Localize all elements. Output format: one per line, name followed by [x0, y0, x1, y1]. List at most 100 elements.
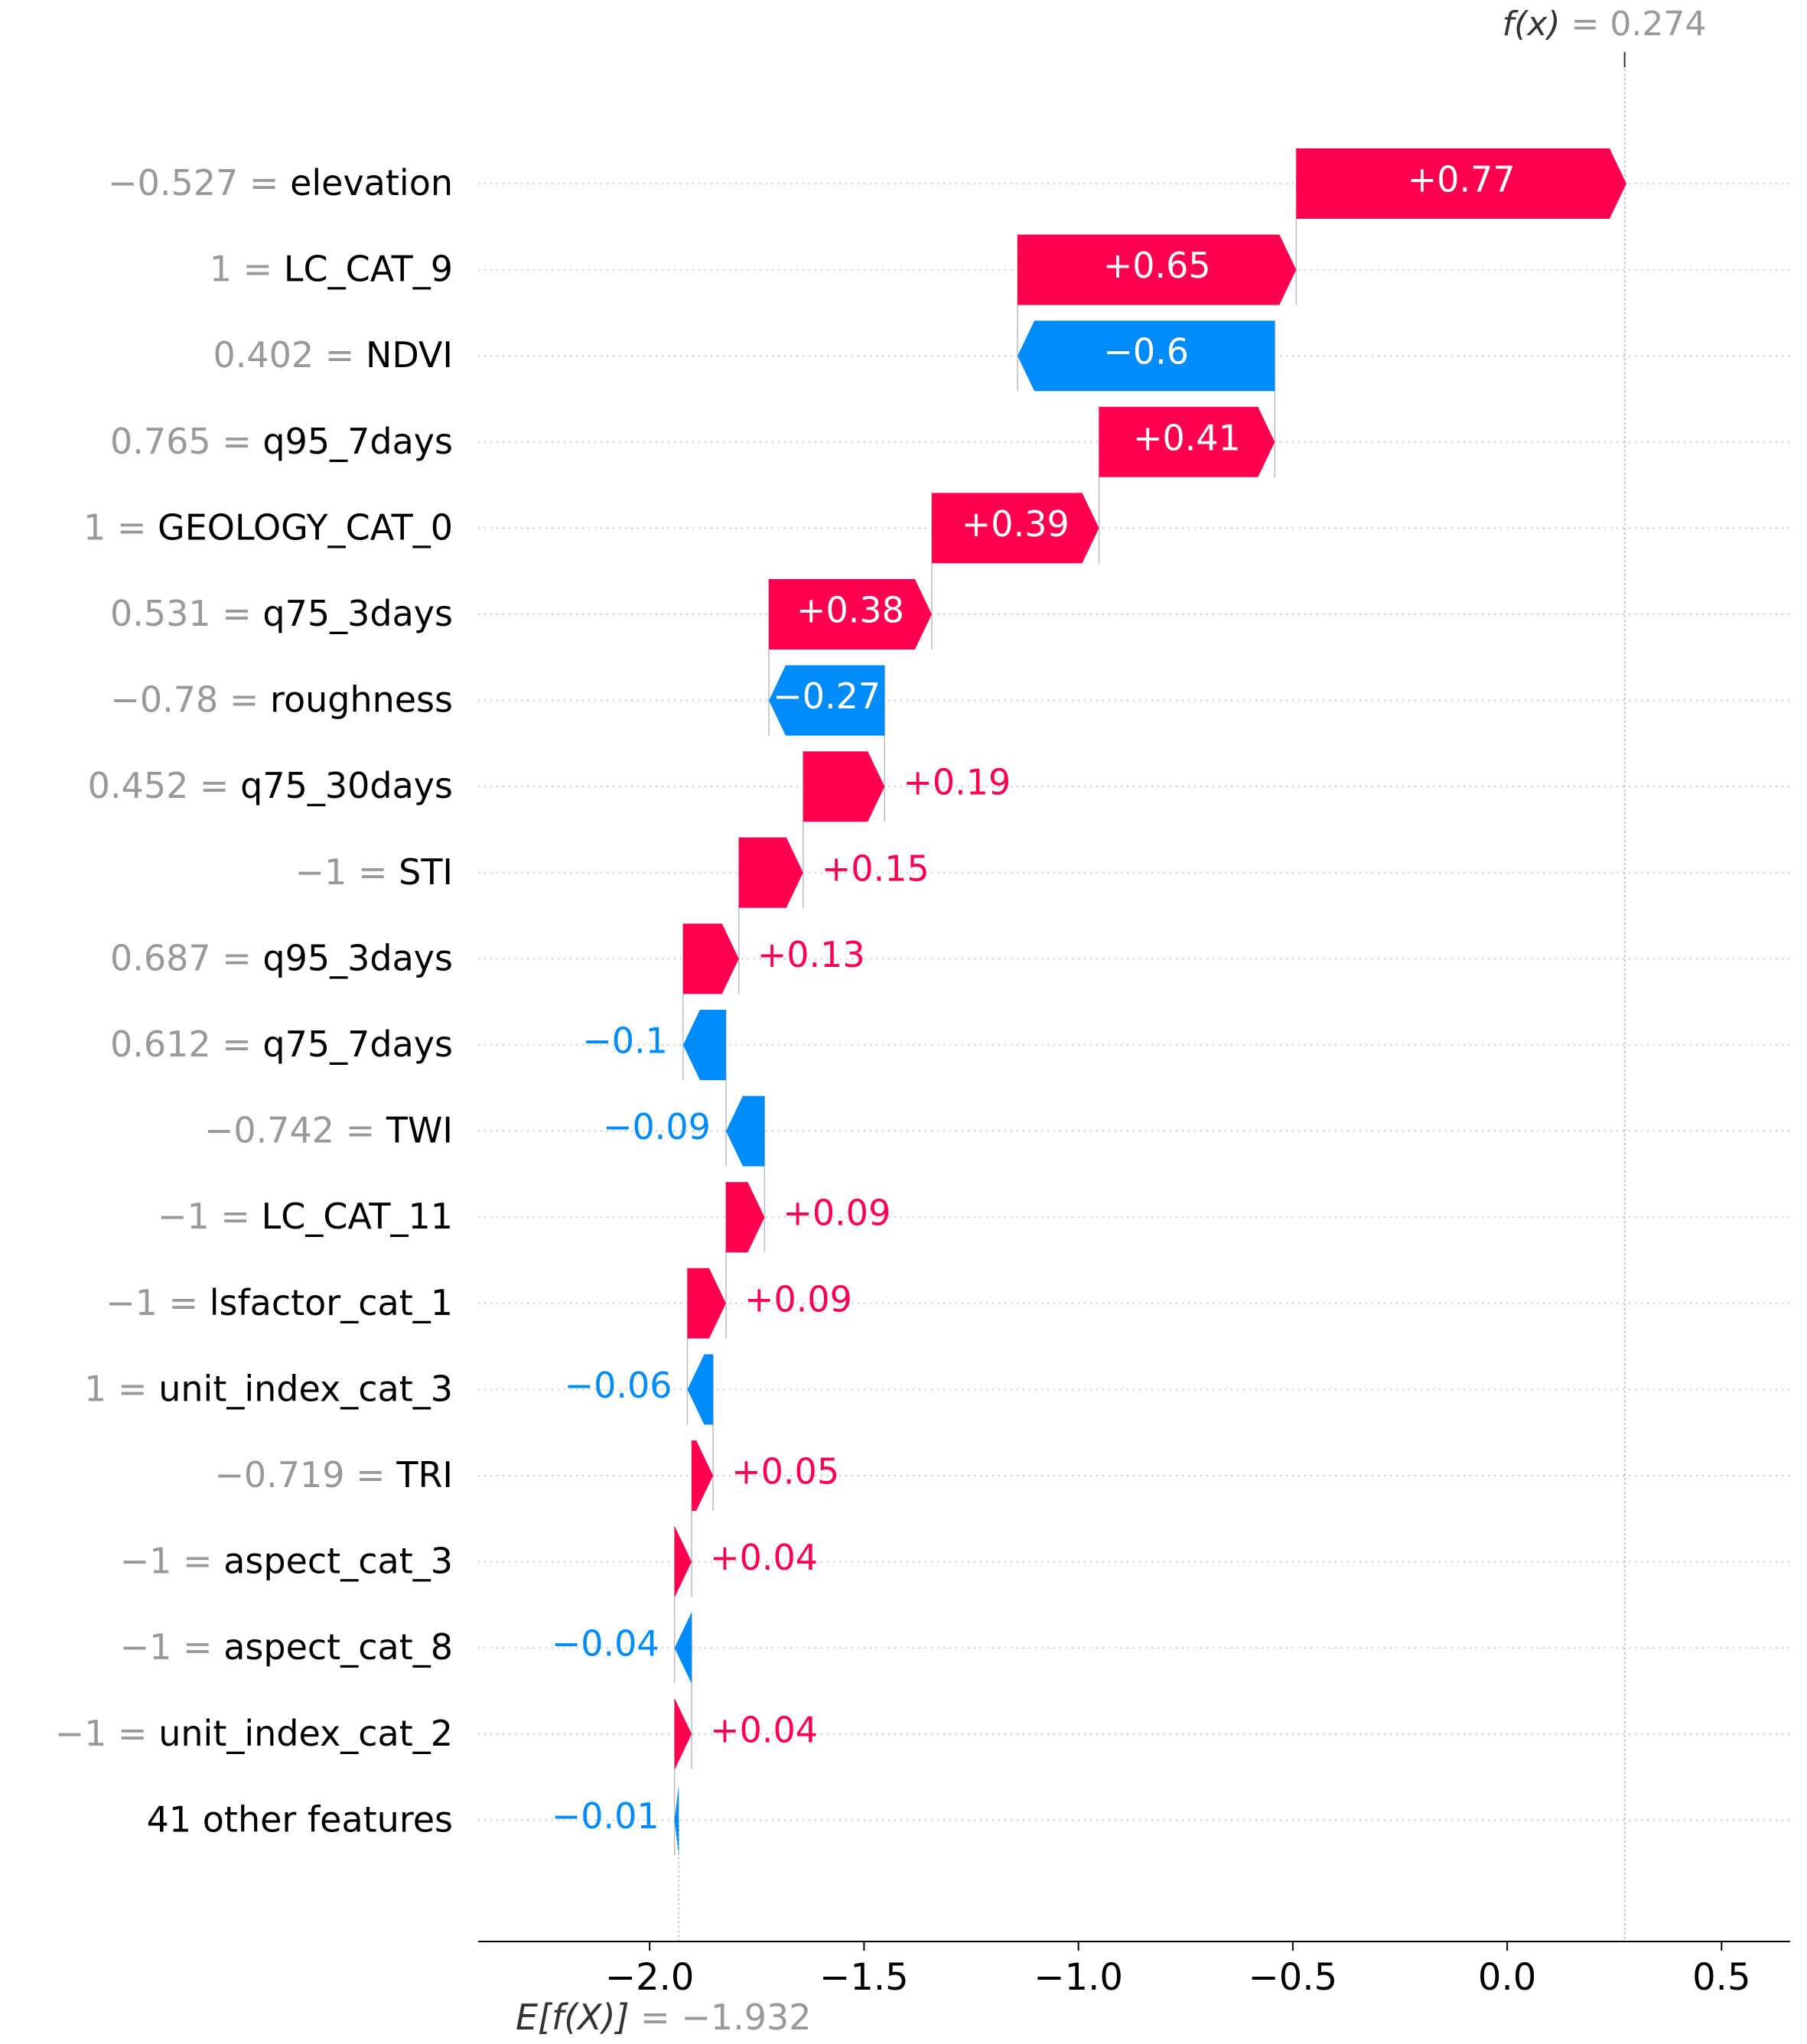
feature-value: 1 =	[210, 248, 284, 289]
contribution-value-label: −0.09	[603, 1106, 711, 1147]
feature-label: 1 = LC_CAT_9	[210, 248, 453, 289]
x-tick-label: −0.5	[1249, 1956, 1338, 1999]
contribution-value-label: +0.04	[710, 1537, 818, 1578]
positive-contribution-bar	[1017, 234, 1297, 305]
feature-name: q95_3days	[262, 937, 453, 978]
feature-labels: +0.77 −0.527 = elevation +0.65 1 = LC_CAT_9…	[55, 159, 1516, 1840]
feature-label: 41 other features	[147, 1798, 453, 1840]
base-value-symbol: E[f(X)]	[516, 1997, 640, 2038]
output-value-number: = 0.274	[1571, 5, 1707, 44]
positive-contribution-bar	[725, 1182, 765, 1253]
feature-value: 1 =	[83, 506, 158, 548]
feature-name: LC_CAT_11	[262, 1196, 453, 1237]
contribution-value-label: +0.09	[744, 1278, 852, 1320]
feature-value: −1 =	[55, 1712, 159, 1753]
base-value-number: = −1.932	[640, 1997, 811, 2038]
feature-name: GEOLOGY_CAT_0	[158, 506, 453, 548]
feature-value: 0.687 =	[110, 937, 262, 978]
feature-value: 0.402 =	[213, 334, 365, 376]
feature-name: q95_7days	[262, 420, 453, 461]
feature-label: −0.527 = elevation	[108, 162, 453, 203]
feature-name: q75_30days	[240, 765, 453, 806]
base-value-label: E[f(X)] = −1.932	[516, 1997, 812, 2038]
feature-name: lsfactor_cat_1	[210, 1281, 453, 1323]
feature-label: −0.78 = roughness	[110, 679, 453, 720]
feature-value: −1 =	[120, 1626, 224, 1668]
positive-contribution-bar	[682, 923, 739, 994]
feature-name: aspect_cat_3	[223, 1540, 453, 1581]
feature-name: 41 other features	[147, 1798, 453, 1840]
feature-value: 0.765 =	[110, 420, 262, 461]
feature-name: roughness	[270, 679, 453, 720]
feature-value: 0.612 =	[110, 1024, 262, 1065]
feature-label: 0.687 = q95_3days	[110, 937, 453, 978]
negative-contribution-bar	[674, 1613, 692, 1684]
positive-contribution-bar	[803, 751, 885, 822]
feature-label: −1 = lsfactor_cat_1	[106, 1281, 453, 1323]
positive-contribution-bar	[738, 837, 803, 908]
feature-label: −1 = STI	[295, 851, 453, 892]
positive-contribution-bar	[692, 1440, 714, 1511]
feature-value: 0.452 =	[88, 765, 240, 806]
feature-label: −0.719 = TRI	[214, 1454, 453, 1496]
feature-value: −1 =	[106, 1281, 210, 1323]
feature-value: −1 =	[120, 1540, 224, 1581]
feature-value: −1 =	[158, 1196, 262, 1237]
feature-value: 1 =	[84, 1368, 158, 1409]
feature-label: −0.742 = TWI	[204, 1109, 453, 1151]
feature-label: −1 = aspect_cat_3	[120, 1540, 453, 1581]
feature-label: 1 = unit_index_cat_3	[84, 1368, 453, 1409]
contribution-bars	[674, 148, 1626, 1856]
x-tick-label: −1.5	[819, 1956, 909, 1999]
contribution-value-label: +0.15	[822, 848, 930, 889]
feature-name: unit_index_cat_3	[158, 1368, 453, 1409]
negative-contribution-bar	[1017, 321, 1275, 392]
contribution-value-label: −0.6	[1103, 331, 1189, 373]
negative-contribution-bar	[682, 1010, 726, 1080]
contribution-value-label: −0.04	[552, 1623, 659, 1665]
positive-contribution-bar	[931, 493, 1099, 564]
x-tick-label: −2.0	[605, 1956, 695, 1999]
negative-contribution-bar	[674, 1785, 679, 1856]
positive-contribution-bar	[687, 1268, 726, 1339]
feature-name: aspect_cat_8	[223, 1626, 453, 1668]
contribution-value-label: +0.05	[731, 1451, 839, 1492]
contribution-value-label: +0.04	[710, 1709, 818, 1750]
feature-value: −0.719 =	[214, 1454, 396, 1496]
contribution-value-label: +0.13	[757, 934, 865, 975]
feature-label: 0.402 = NDVI	[213, 334, 453, 376]
negative-contribution-bar	[768, 665, 885, 736]
x-tick-label: 0.0	[1478, 1956, 1536, 1999]
feature-name: NDVI	[366, 334, 453, 376]
contribution-value-label: −0.01	[552, 1795, 659, 1837]
feature-label: −1 = unit_index_cat_2	[55, 1712, 453, 1753]
feature-value: −0.742 =	[204, 1109, 386, 1151]
positive-contribution-bar	[768, 579, 932, 649]
feature-name: elevation	[290, 162, 453, 203]
output-value-label: f(x) = 0.274	[1503, 5, 1707, 44]
feature-value: 0.531 =	[110, 593, 262, 634]
feature-name: TRI	[396, 1454, 453, 1496]
feature-label: −1 = aspect_cat_8	[120, 1626, 453, 1668]
output-value-symbol: f(x)	[1503, 5, 1571, 44]
feature-name: TWI	[386, 1109, 453, 1151]
feature-name: LC_CAT_9	[284, 248, 453, 289]
contribution-value-label: +0.09	[783, 1193, 890, 1234]
contribution-value-label: +0.41	[1133, 417, 1241, 458]
feature-label: 0.531 = q75_3days	[110, 593, 453, 634]
positive-contribution-bar	[674, 1526, 692, 1597]
feature-name: q75_3days	[262, 593, 453, 634]
feature-label: 0.452 = q75_30days	[88, 765, 453, 806]
positive-contribution-bar	[1099, 406, 1275, 477]
feature-label: 0.765 = q95_7days	[110, 420, 453, 461]
negative-contribution-bar	[725, 1095, 765, 1167]
feature-label: 0.612 = q75_7days	[110, 1024, 453, 1065]
feature-label: 1 = GEOLOGY_CAT_0	[83, 506, 453, 548]
contribution-value-label: −0.27	[773, 675, 881, 717]
contribution-value-label: +0.19	[903, 762, 1011, 803]
x-tick-label: 0.5	[1692, 1956, 1750, 1999]
x-axis: −2.0 −1.5 −1.0 −0.5 0.0 0.5 E[f(X)] = −1.932 f(…	[478, 5, 1790, 2038]
positive-contribution-bar	[674, 1698, 692, 1769]
x-tick-label: −1.0	[1034, 1956, 1123, 1999]
